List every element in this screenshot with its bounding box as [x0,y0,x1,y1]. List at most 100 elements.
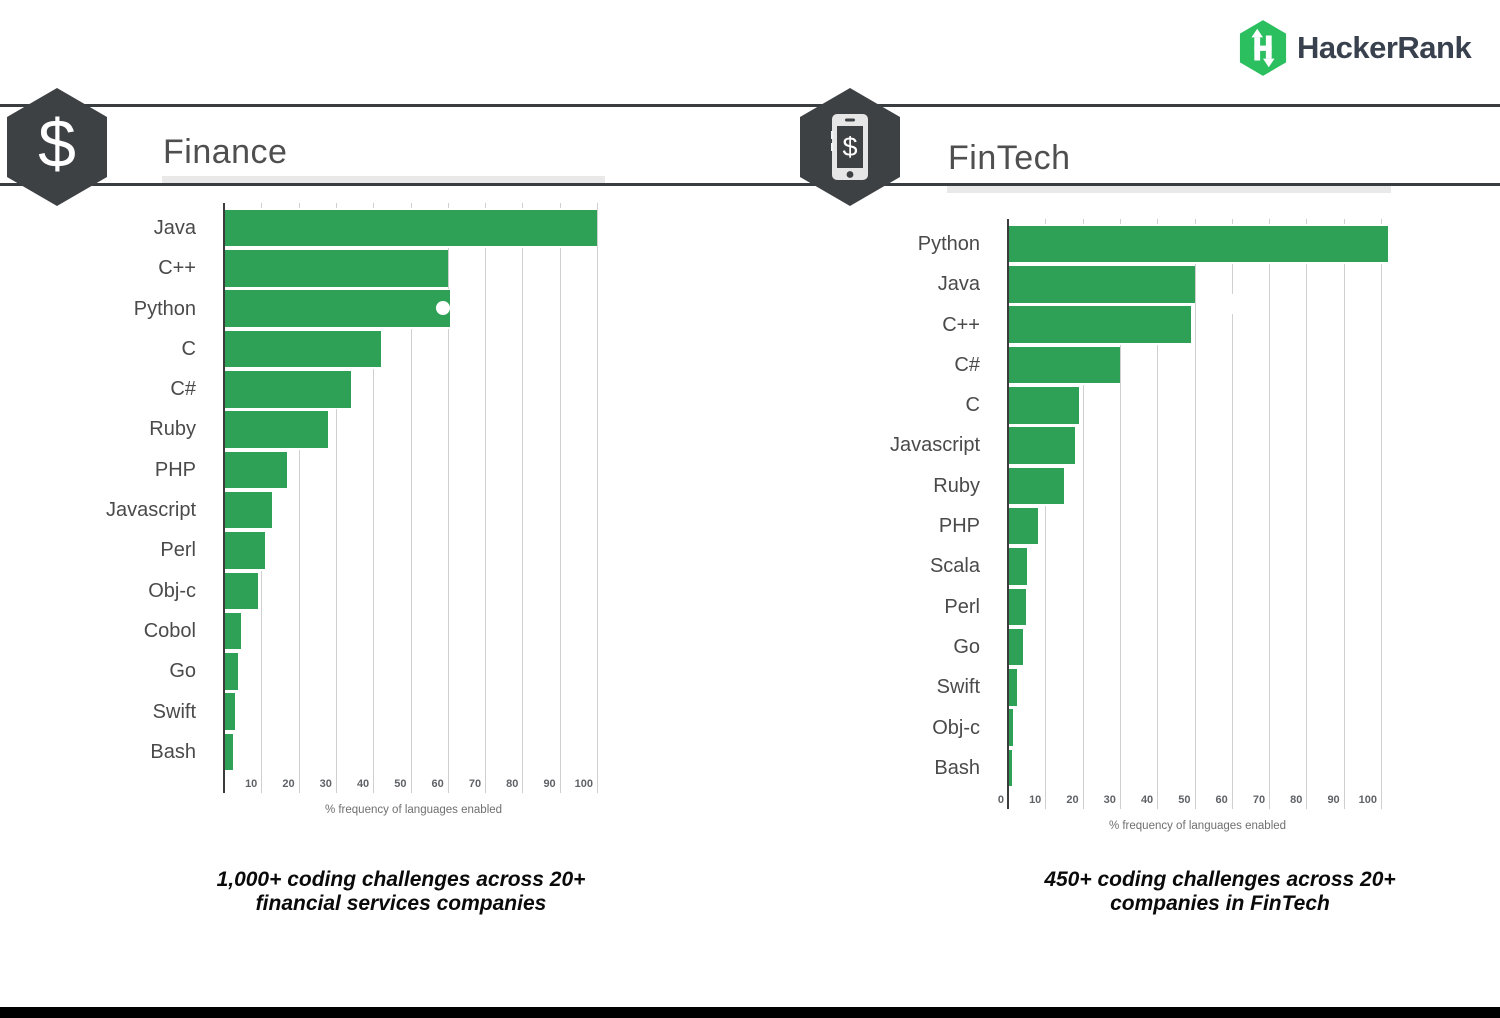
bar-notch-artifact [436,301,450,315]
bar-track [210,328,589,370]
bar [224,651,238,692]
category-label: Obj-c [148,579,196,602]
x-tick-label: 0 [997,794,1004,806]
chart-row: C# [870,344,1387,386]
bar-fill [224,250,448,287]
x-tick-label: 10 [245,778,258,790]
finance-bar-chart: Java C++ Python C C# Ruby PHP Javascript Perl Obj… [86,203,606,848]
x-tick-label: 40 [356,778,370,790]
footer-bar [0,1007,1500,1018]
bar-track [994,224,1389,265]
bar-fill [224,290,450,327]
bar-track [210,530,589,571]
chart-row: PHP [870,506,1387,547]
gridline [298,203,300,793]
x-tick-label: 60 [431,778,444,790]
x-tick-label: 80 [1290,794,1303,806]
dollar-glyph: $ [842,132,857,162]
category-label: C++ [942,313,980,336]
gridline [1343,219,1345,809]
bar-fill [1008,588,1026,626]
chart-gridlines [1008,219,1387,809]
title-underline [947,186,1391,193]
bar-fill [224,209,597,247]
bar [224,610,241,652]
x-axis-label: % frequency of languages enabled [1108,820,1287,832]
chart-row: Cobol [86,610,603,652]
bar-fill [1008,346,1120,384]
category-label: Scala [929,555,980,578]
category-label: Python [133,297,196,320]
x-tick-label: 60 [1215,794,1228,806]
logo-wordmark: HackerRank [1297,30,1472,65]
bar-fill [224,371,351,408]
gridline [1269,219,1271,809]
mobile-payment-hexagon-icon: $ [800,88,900,206]
gridline [1045,219,1047,809]
bar-track [210,651,589,692]
chart-row: Ruby [870,465,1387,507]
x-tick-label: 20 [282,778,295,790]
chart-row: C++ [86,248,603,289]
x-axis-label: % frequency of languages enabled [324,804,503,816]
bar-track [210,449,589,491]
chart-row: Swift [870,667,1387,708]
bar-fill [224,733,234,771]
bar [224,449,288,491]
bar [1008,224,1389,265]
fintech-bar-chart: Python Java C++ C# C Javascript Ruby PHP Scala Pe… [870,219,1390,864]
bar-fill [1008,266,1195,303]
category-label: Go [169,660,196,683]
bar-track [210,288,589,329]
category-label: Javascript [105,499,196,522]
bar [224,288,450,329]
bar [224,691,236,732]
chart-row: C [86,328,603,370]
bar-track [210,610,589,652]
bar [224,731,234,773]
bar-fill [224,330,381,368]
bar [1008,425,1076,466]
bar-fill [224,612,241,650]
bar-fill [1008,548,1028,585]
bar [1008,546,1028,587]
category-label: Java [153,217,196,239]
category-label: C# [954,353,980,376]
chart-row: PHP [86,449,603,491]
bar-fill [224,411,329,448]
bar [1008,304,1191,345]
gridline [1194,219,1196,809]
gridline [1119,219,1121,809]
category-label: Cobol [143,619,196,642]
category-label: Obj-c [932,716,980,739]
category-label: Ruby [149,418,196,441]
bar [1008,344,1120,386]
bar-track [210,208,597,249]
bar [224,208,597,249]
x-tick-label: 30 [1103,794,1116,806]
bar-fill [224,693,236,730]
bar-fill [224,491,273,529]
chart-row: Go [870,626,1387,668]
bar-track [210,490,589,531]
bar-track [994,506,1373,547]
chart-row: Python [870,224,1389,265]
gridline [522,203,524,793]
bar-track [994,425,1373,466]
header-rule-top [0,104,1500,107]
chart-row: Go [86,651,603,692]
gridline [410,203,412,793]
bar-track [994,707,1373,748]
chart-row: Perl [86,530,603,571]
category-label: Perl [160,539,196,562]
chart-rows: Python Java C++ C# C Javascript Ruby PHP Scala Pe… [870,224,1389,789]
bar-fill [224,653,238,690]
gridline [1381,219,1382,809]
hackerrank-hexagon-h-icon [1239,20,1287,76]
bar-track [994,344,1373,386]
bar-track [210,248,589,289]
bar [1008,506,1038,547]
bar-track [210,691,589,732]
gridline [597,203,598,793]
bar [224,328,381,370]
